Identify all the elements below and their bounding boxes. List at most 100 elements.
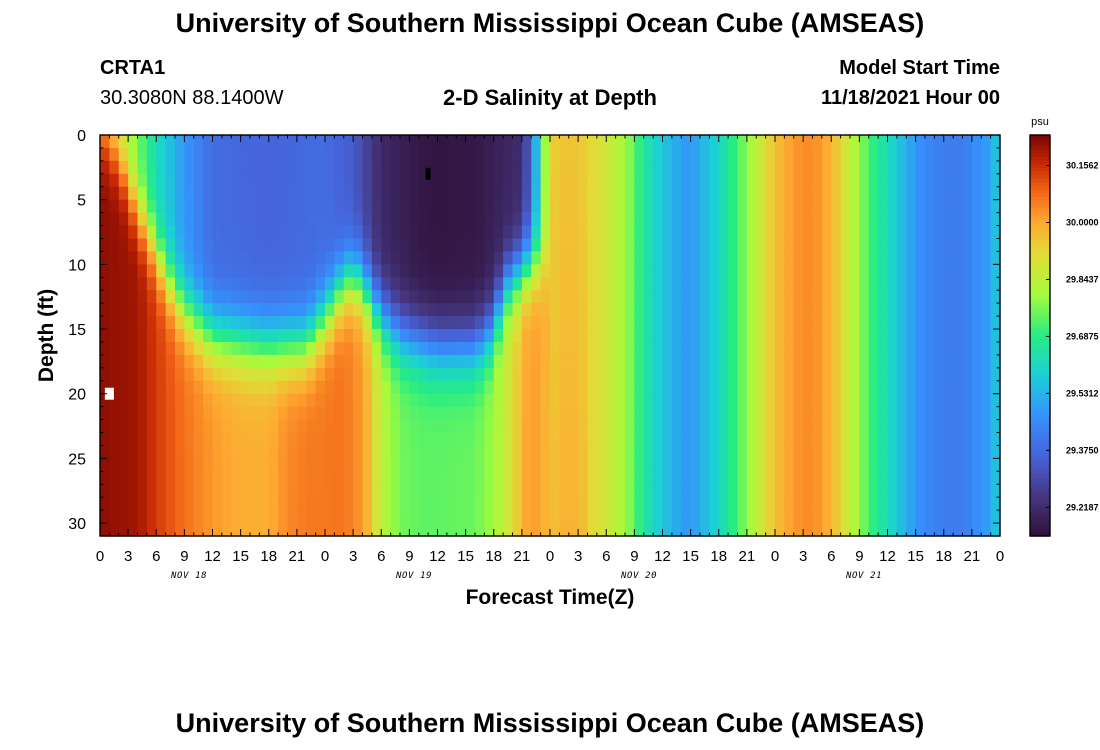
heatmap-cell: [868, 329, 879, 343]
heatmap-cell: [981, 212, 992, 227]
heatmap-cell: [231, 186, 242, 201]
heatmap-cell: [550, 432, 560, 447]
heatmap-cell: [250, 147, 260, 162]
heatmap-cell: [550, 354, 560, 369]
heatmap-cell: [634, 199, 645, 214]
heatmap-cell: [746, 173, 757, 188]
heatmap-cell: [906, 419, 917, 434]
heatmap-cell: [662, 471, 673, 485]
heatmap-cell: [971, 290, 982, 304]
heatmap-cell: [756, 523, 767, 537]
heatmap-cell: [240, 277, 251, 291]
colorbar-segment: [1030, 324, 1050, 329]
heatmap-cell: [475, 406, 485, 421]
heatmap-cell: [343, 341, 354, 356]
heatmap-cell: [128, 458, 139, 472]
heatmap-cell: [512, 135, 523, 149]
heatmap-cell: [109, 367, 120, 382]
heatmap-cell: [315, 341, 326, 356]
heatmap-cell: [437, 510, 448, 524]
heatmap-cell: [334, 510, 345, 524]
heatmap-cell: [128, 393, 139, 408]
heatmap-cell: [128, 316, 139, 330]
heatmap-cell: [428, 264, 439, 278]
heatmap-cell: [418, 277, 429, 291]
heatmap-cell: [221, 471, 232, 485]
heatmap-cell: [165, 225, 176, 240]
heatmap-cell: [184, 147, 195, 162]
colorbar-segment: [1030, 495, 1050, 501]
heatmap-cell: [437, 173, 448, 188]
heatmap-cell: [606, 251, 617, 265]
heatmap-cell: [634, 497, 645, 511]
heatmap-cell: [756, 277, 767, 291]
heatmap-cell: [643, 212, 654, 227]
heatmap-cell: [596, 432, 607, 447]
heatmap-cell: [578, 419, 589, 434]
heatmap-cell: [653, 290, 664, 304]
heatmap-cell: [428, 510, 439, 524]
heatmap-cell: [203, 251, 214, 265]
heatmap-cell: [596, 471, 607, 485]
heatmap-cell: [925, 186, 935, 201]
heatmap-cell: [643, 510, 654, 524]
heatmap-cell: [971, 277, 982, 291]
heatmap-cell: [990, 393, 1001, 408]
heatmap-cell: [821, 290, 832, 304]
heatmap-cell: [221, 497, 232, 511]
heatmap-cell: [606, 510, 617, 524]
heatmap-cell: [765, 303, 776, 317]
heatmap-cell: [437, 523, 448, 537]
heatmap-cell: [728, 238, 739, 253]
heatmap-cell: [653, 393, 664, 408]
heatmap-cell: [128, 471, 139, 485]
heatmap-cell: [625, 432, 635, 447]
heatmap-cell: [559, 354, 570, 369]
heatmap-cell: [325, 303, 335, 317]
heatmap-cell: [859, 290, 870, 304]
heatmap-cell: [325, 341, 335, 356]
heatmap-cell: [840, 445, 851, 459]
heatmap-cell: [990, 303, 1001, 317]
heatmap-cell: [503, 199, 514, 214]
heatmap-cell: [962, 173, 973, 188]
heatmap-cell: [803, 510, 814, 524]
heatmap-cell: [690, 419, 701, 434]
heatmap-cell: [146, 277, 157, 291]
colorbar-segment: [1030, 142, 1050, 147]
heatmap-cell: [428, 238, 439, 253]
heatmap-cell: [203, 212, 214, 227]
heatmap-cell: [550, 510, 560, 524]
heatmap-cell: [531, 419, 542, 434]
heatmap-cell: [953, 510, 964, 524]
heatmap-cell: [906, 238, 917, 253]
heatmap-cell: [653, 445, 664, 459]
heatmap-cell: [793, 173, 804, 188]
heatmap-cell: [465, 290, 476, 304]
heatmap-cell: [259, 186, 270, 201]
heatmap-cell: [362, 225, 373, 240]
heatmap-cell: [962, 380, 973, 395]
heatmap-cell: [568, 419, 579, 434]
heatmap-cell: [934, 160, 945, 175]
heatmap-cell: [493, 238, 504, 253]
heatmap-cell: [653, 329, 664, 343]
heatmap-cell: [606, 225, 617, 240]
heatmap-cell: [512, 199, 523, 214]
heatmap-cell: [934, 147, 945, 162]
heatmap-cell: [428, 277, 439, 291]
heatmap-cell: [512, 251, 523, 265]
colorbar-segment: [1030, 382, 1050, 388]
heatmap-cell: [878, 160, 889, 175]
heatmap-cell: [653, 419, 664, 434]
heatmap-cell: [259, 354, 270, 369]
heatmap-cell: [512, 484, 523, 498]
heatmap-cell: [315, 497, 326, 511]
heatmap-cell: [915, 432, 926, 447]
heatmap-cell: [203, 393, 214, 408]
heatmap-cell: [250, 135, 260, 149]
heatmap-cell: [784, 329, 795, 343]
heatmap-cell: [962, 316, 973, 330]
heatmap-cell: [531, 199, 542, 214]
heatmap-cell: [240, 484, 251, 498]
